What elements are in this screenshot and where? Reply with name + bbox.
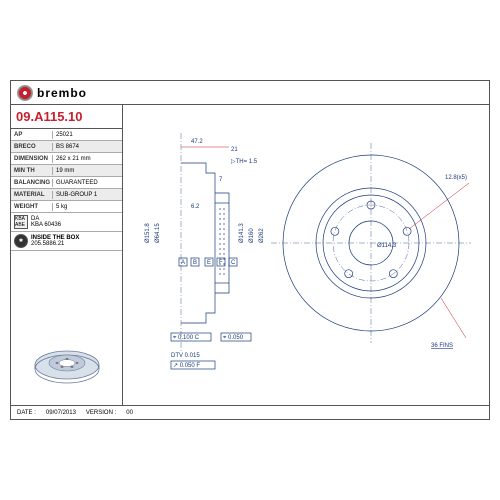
footer-version: 00: [126, 410, 133, 416]
svg-text:6.2: 6.2: [191, 204, 200, 210]
sheet-header: brembo: [11, 81, 489, 105]
kba-icon: KBA ABE: [14, 215, 28, 229]
spec-label: MIN TH: [11, 167, 53, 175]
spec-value: GUARANTEED: [53, 179, 122, 187]
svg-text:12.8(x5): 12.8(x5): [445, 175, 467, 181]
inside-box-value: 205.5886.21: [31, 241, 79, 247]
spec-label: BRECO: [11, 143, 53, 151]
spec-value: 5 kg: [53, 203, 122, 211]
svg-text:Ø160: Ø160: [249, 228, 255, 243]
sheet-body: 09.A115.10 AP25021 BRECOBS 8674 DIMENSIO…: [11, 105, 489, 405]
svg-text:↗ 0.050 F: ↗ 0.050 F: [173, 363, 200, 369]
svg-text:▷TH= 1.5: ▷TH= 1.5: [231, 159, 258, 165]
svg-text:47.2: 47.2: [191, 139, 203, 145]
svg-text:Ø141.3: Ø141.3: [239, 223, 245, 243]
svg-text:7: 7: [219, 177, 223, 183]
brand-name: brembo: [37, 86, 87, 100]
part-number: 09.A115.10: [11, 105, 122, 129]
spec-label: DIMENSION: [11, 155, 53, 163]
svg-text:Ø262: Ø262: [259, 228, 265, 243]
kba-row: KBA ABE DA KBA 60436: [11, 213, 122, 232]
svg-text:⌖ 0.050: ⌖ 0.050: [223, 335, 244, 341]
svg-text:Ø64.15: Ø64.15: [155, 223, 161, 243]
svg-text:21: 21: [231, 147, 238, 153]
footer-date: 09/07/2013: [46, 410, 76, 416]
svg-text:E: E: [207, 260, 211, 266]
brand-logo: brembo: [17, 85, 87, 101]
spec-label: WEIGHT: [11, 203, 53, 211]
technical-drawing: 47.2 21 ▷TH= 1.5 7 6.2 Ø151.8 Ø64.15 Ø14…: [131, 113, 481, 403]
svg-text:⌖ 0.100 C: ⌖ 0.100 C: [173, 335, 200, 341]
spec-value: 25021: [53, 131, 122, 139]
spec-value: SUB-GROUP 1: [53, 191, 122, 199]
footer-date-label: DATE :: [17, 410, 36, 416]
spec-table: AP25021 BRECOBS 8674 DIMENSION262 x 21 m…: [11, 129, 122, 329]
drawing-sheet: brembo 09.A115.10 AP25021 BRECOBS 8674 D…: [10, 80, 490, 420]
logo-disc-icon: [17, 85, 33, 101]
kba-value: KBA 60436: [31, 222, 61, 228]
svg-text:DTV 0.015: DTV 0.015: [171, 353, 200, 359]
svg-text:F: F: [219, 260, 223, 266]
spec-value: 262 x 21 mm: [53, 155, 122, 163]
left-panel: 09.A115.10 AP25021 BRECOBS 8674 DIMENSIO…: [11, 105, 123, 405]
isometric-thumbnail: [27, 337, 107, 397]
svg-text:B: B: [193, 260, 197, 266]
spec-label: MATERIAL: [11, 191, 53, 199]
svg-text:Ø114.3: Ø114.3: [377, 243, 397, 249]
spec-label: BALANCING: [11, 179, 53, 187]
spec-label: AP: [11, 131, 53, 139]
footer-version-label: VERSION :: [86, 410, 116, 416]
spec-value: 19 mm: [53, 167, 122, 175]
svg-text:C: C: [231, 260, 236, 266]
screw-icon: ✱: [14, 234, 28, 248]
svg-text:36 FINS: 36 FINS: [431, 343, 453, 349]
svg-text:Ø151.8: Ø151.8: [145, 223, 151, 243]
svg-text:A: A: [181, 260, 185, 266]
inside-box-row: ✱ INSIDE THE BOX 205.5886.21: [11, 232, 122, 251]
drawing-area: 47.2 21 ▷TH= 1.5 7 6.2 Ø151.8 Ø64.15 Ø14…: [123, 105, 489, 405]
spec-value: BS 8674: [53, 143, 122, 151]
